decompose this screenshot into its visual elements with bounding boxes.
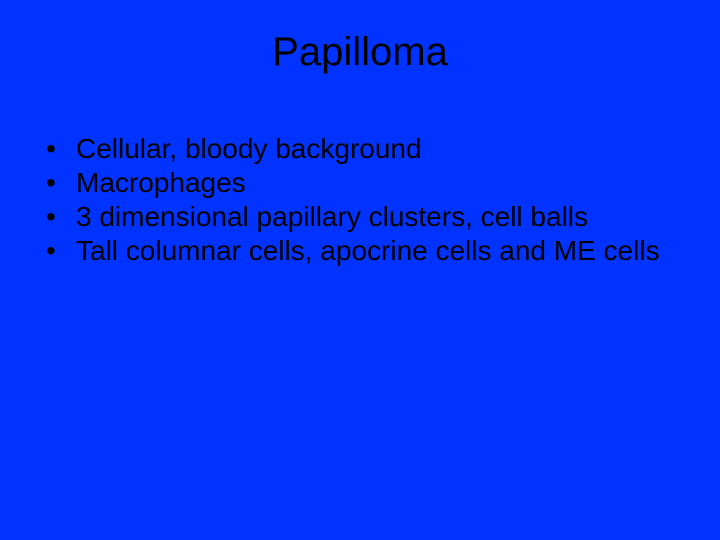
list-item: • 3 dimensional papillary clusters, cell… <box>42 200 670 234</box>
list-item: • Cellular, bloody background <box>42 132 670 166</box>
bullet-icon: • <box>42 166 76 200</box>
bullet-text: Cellular, bloody background <box>76 132 670 166</box>
list-item: • Tall columnar cells, apocrine cells an… <box>42 234 670 268</box>
bullet-icon: • <box>42 234 76 268</box>
slide: Papilloma • Cellular, bloody background … <box>0 0 720 540</box>
slide-title: Papilloma <box>0 30 720 75</box>
bullet-icon: • <box>42 132 76 166</box>
slide-body: • Cellular, bloody background • Macropha… <box>42 132 670 269</box>
bullet-text: Macrophages <box>76 166 670 200</box>
bullet-icon: • <box>42 200 76 234</box>
bullet-text: Tall columnar cells, apocrine cells and … <box>76 234 670 268</box>
bullet-text: 3 dimensional papillary clusters, cell b… <box>76 200 670 234</box>
list-item: • Macrophages <box>42 166 670 200</box>
